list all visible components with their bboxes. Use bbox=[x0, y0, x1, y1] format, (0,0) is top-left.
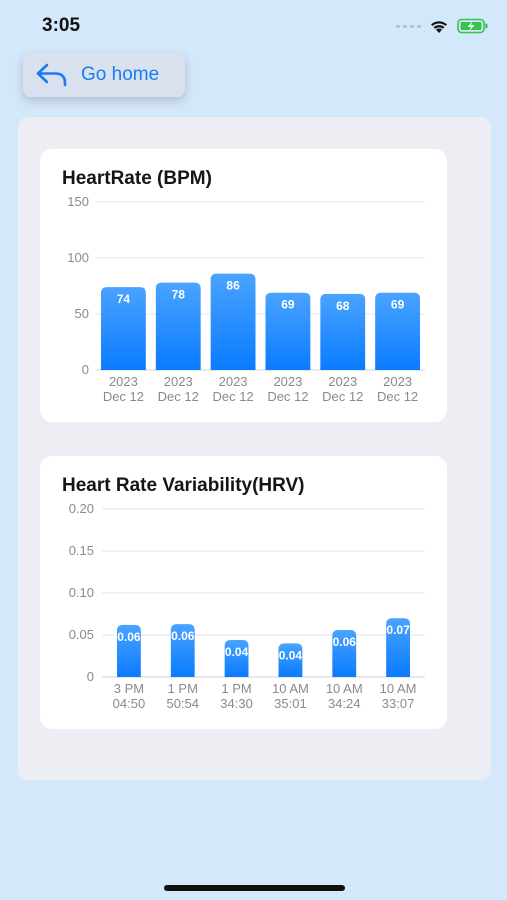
bar-value-label: 0.04 bbox=[279, 648, 303, 662]
bar bbox=[117, 624, 141, 677]
bar bbox=[375, 292, 420, 370]
x-category-label: Dec 12 bbox=[212, 389, 253, 404]
x-category-label: 33:07 bbox=[382, 696, 415, 711]
hrv-card: Heart Rate Variability(HRV) 0 0.05 0.10 0.1… bbox=[40, 456, 447, 729]
go-home-button[interactable]: Go home bbox=[23, 53, 185, 97]
x-category-label: Dec 12 bbox=[158, 389, 199, 404]
bar-value-label: 69 bbox=[281, 298, 295, 312]
bar bbox=[278, 643, 303, 677]
main-panel: HeartRate (BPM) 0 50 100 150 74 2023 Dec 12 78 2… bbox=[18, 117, 491, 780]
x-category-label: 34:24 bbox=[328, 696, 361, 711]
bar bbox=[155, 282, 201, 370]
reply-arrow-icon bbox=[36, 63, 67, 87]
bar bbox=[386, 618, 410, 677]
x-category-label: Dec 12 bbox=[267, 389, 308, 404]
heart-rate-title: HeartRate (BPM) bbox=[62, 168, 212, 189]
x-category-label: Dec 12 bbox=[322, 389, 363, 404]
cellular-signal-icon bbox=[396, 24, 421, 28]
x-category-label: Dec 12 bbox=[103, 389, 144, 404]
y-tick-label: 0.05 bbox=[69, 627, 94, 642]
bar bbox=[170, 624, 195, 677]
x-category-label: 2023 bbox=[383, 374, 412, 389]
status-time: 3:05 bbox=[42, 15, 81, 36]
bar bbox=[224, 640, 249, 677]
bar-value-label: 0.04 bbox=[225, 645, 249, 659]
x-category-label: 2023 bbox=[328, 374, 357, 389]
x-category-label: 10 AM bbox=[380, 681, 417, 696]
y-tick-label: 100 bbox=[67, 250, 89, 265]
x-category-label: 1 PM bbox=[221, 681, 251, 696]
y-tick-label: 50 bbox=[75, 306, 89, 321]
go-home-label: Go home bbox=[81, 64, 160, 85]
y-tick-label: 0 bbox=[82, 362, 89, 377]
x-category-label: 2023 bbox=[109, 374, 138, 389]
status-bar: 3:05 bbox=[0, 0, 507, 50]
bar bbox=[332, 629, 357, 677]
bar-value-label: 0.07 bbox=[386, 623, 410, 637]
x-category-label: 1 PM bbox=[168, 681, 198, 696]
bar-value-label: 86 bbox=[226, 279, 240, 293]
bar-value-label: 78 bbox=[172, 288, 186, 302]
battery-charging-icon bbox=[457, 18, 488, 34]
x-category-label: 10 AM bbox=[326, 681, 363, 696]
status-icons bbox=[396, 16, 489, 36]
x-category-label: 2023 bbox=[164, 374, 193, 389]
bar-value-label: 0.06 bbox=[117, 630, 141, 644]
x-category-label: 50:54 bbox=[166, 696, 199, 711]
bar-value-label: 69 bbox=[391, 298, 405, 312]
wifi-icon bbox=[431, 20, 447, 33]
y-tick-label: 0 bbox=[87, 669, 94, 684]
bar bbox=[210, 273, 256, 370]
x-category-label: 04:50 bbox=[113, 696, 146, 711]
y-tick-label: 150 bbox=[67, 194, 89, 209]
x-category-label: 2023 bbox=[273, 374, 302, 389]
y-tick-label: 0.20 bbox=[69, 501, 94, 516]
x-category-label: 3 PM bbox=[114, 681, 144, 696]
bar-value-label: 0.06 bbox=[171, 629, 195, 643]
x-category-label: 35:01 bbox=[274, 696, 307, 711]
x-category-label: 2023 bbox=[219, 374, 248, 389]
x-category-label: 10 AM bbox=[272, 681, 309, 696]
bar bbox=[320, 293, 366, 370]
home-indicator bbox=[164, 885, 345, 891]
bar bbox=[101, 287, 146, 370]
bar-value-label: 68 bbox=[336, 299, 350, 313]
heart-rate-card: HeartRate (BPM) 0 50 100 150 74 2023 Dec 12 78 2… bbox=[40, 149, 447, 422]
y-tick-label: 0.15 bbox=[69, 543, 94, 558]
y-tick-label: 0.10 bbox=[69, 585, 94, 600]
hrv-title: Heart Rate Variability(HRV) bbox=[62, 475, 305, 496]
bar bbox=[265, 292, 311, 370]
bar-value-label: 0.06 bbox=[333, 635, 357, 649]
x-category-label: 34:30 bbox=[220, 696, 253, 711]
bar-value-label: 74 bbox=[117, 292, 131, 306]
x-category-label: Dec 12 bbox=[377, 389, 418, 404]
